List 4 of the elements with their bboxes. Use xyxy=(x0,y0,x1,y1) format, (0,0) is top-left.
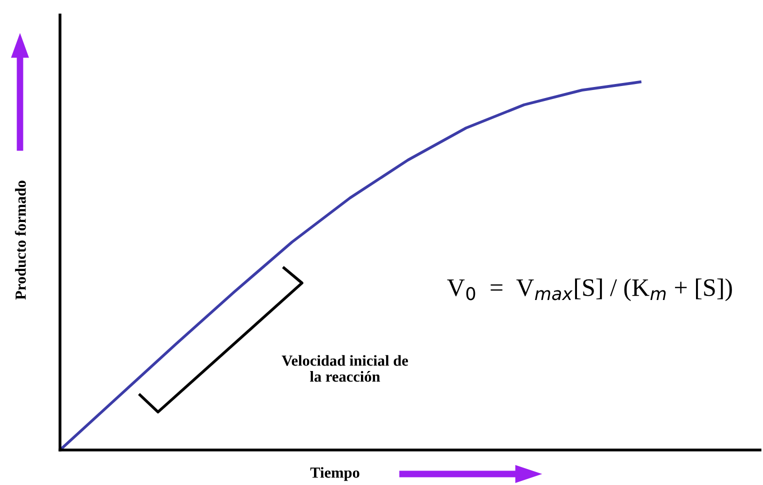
y-axis-title: Producto formado xyxy=(14,180,26,300)
annotation: V$_{0}$ = V$_{max}$[S] / (K$_{m}$ + [S]) xyxy=(447,278,732,302)
annotation: Velocidad inicial de la reacción xyxy=(282,355,408,382)
x-axis-title: Tiempo xyxy=(310,467,360,481)
